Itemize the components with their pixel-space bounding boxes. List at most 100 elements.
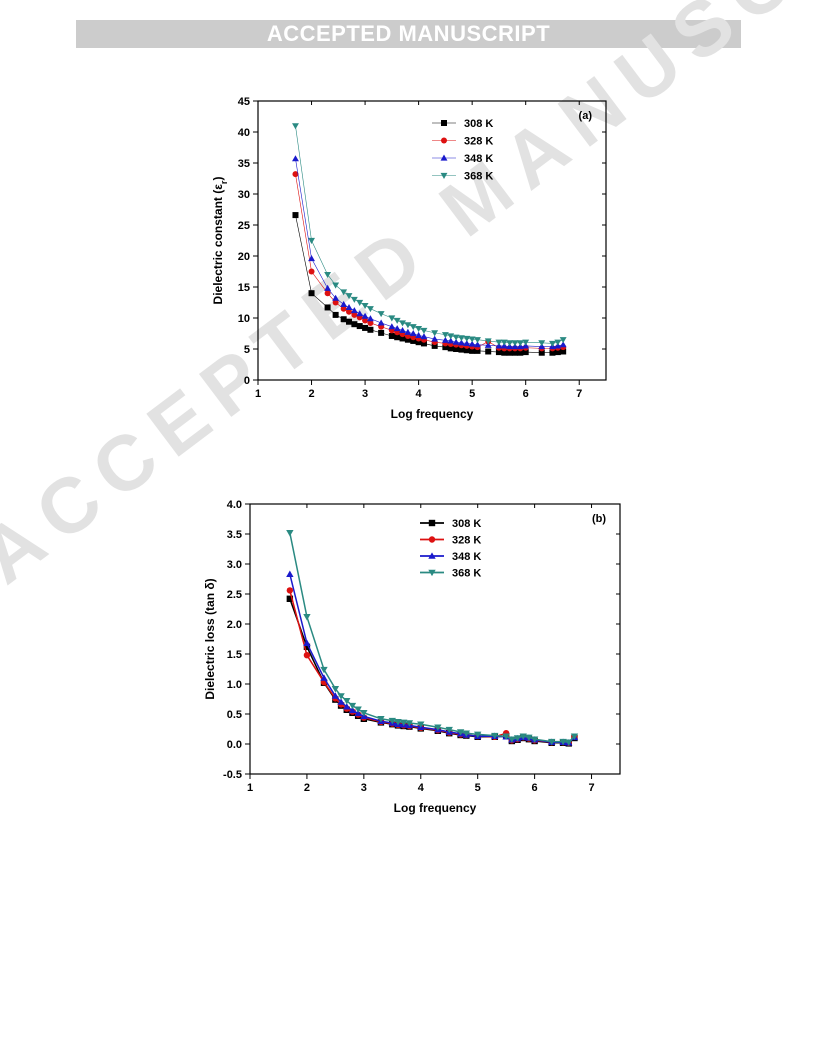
data-point bbox=[463, 339, 471, 347]
data-point bbox=[292, 123, 299, 130]
y-axis-label-main: Dielectric loss (tan δ) bbox=[203, 578, 217, 699]
data-point bbox=[399, 326, 407, 333]
data-point bbox=[501, 349, 508, 356]
x-tick-label: 1 bbox=[255, 388, 261, 400]
data-point bbox=[360, 710, 368, 717]
legend-marker bbox=[428, 552, 436, 559]
y-tick-label: 1.5 bbox=[227, 649, 242, 661]
data-point bbox=[484, 338, 492, 345]
data-point bbox=[356, 299, 364, 306]
data-point bbox=[495, 339, 503, 346]
data-point bbox=[549, 340, 556, 347]
y-tick-label: 20 bbox=[238, 251, 250, 263]
y-tick-label: 2.0 bbox=[227, 619, 242, 631]
data-point bbox=[324, 290, 331, 297]
data-point bbox=[286, 530, 294, 537]
data-point bbox=[340, 305, 347, 312]
data-point bbox=[292, 171, 299, 178]
series-328k bbox=[286, 587, 578, 746]
y-tick-label: 3.0 bbox=[227, 559, 242, 571]
y-tick-label: 0.0 bbox=[227, 739, 242, 751]
data-point bbox=[559, 341, 567, 348]
data-point bbox=[559, 738, 567, 746]
data-point bbox=[474, 347, 481, 354]
series-line bbox=[289, 590, 576, 744]
data-point bbox=[415, 339, 422, 346]
data-point bbox=[377, 311, 385, 318]
data-point bbox=[506, 349, 513, 356]
legend-label: 368 K bbox=[464, 171, 493, 183]
data-point bbox=[560, 348, 567, 355]
data-point bbox=[409, 330, 417, 337]
x-tick-label: 5 bbox=[475, 782, 481, 794]
y-tick-label: 3.5 bbox=[227, 529, 242, 541]
data-point bbox=[377, 319, 385, 326]
data-point bbox=[453, 346, 460, 352]
data-point bbox=[332, 311, 339, 318]
data-point bbox=[337, 698, 345, 705]
x-tick-label: 4 bbox=[416, 388, 423, 400]
data-point bbox=[485, 348, 492, 355]
data-point bbox=[549, 349, 556, 356]
data-point bbox=[340, 316, 347, 323]
data-point bbox=[331, 692, 340, 699]
data-point bbox=[456, 729, 465, 736]
panel-label: (b) bbox=[592, 513, 606, 525]
data-point bbox=[457, 335, 465, 342]
data-point bbox=[324, 304, 331, 311]
data-point bbox=[337, 693, 345, 700]
data-point bbox=[431, 330, 439, 337]
legend-marker bbox=[440, 154, 448, 161]
x-tick-label: 1 bbox=[247, 782, 253, 794]
data-point bbox=[522, 339, 530, 346]
data-point bbox=[474, 341, 481, 348]
data-point bbox=[458, 346, 465, 353]
legend-marker bbox=[428, 519, 436, 527]
data-point bbox=[308, 290, 315, 297]
data-point bbox=[538, 340, 546, 347]
data-point bbox=[431, 342, 438, 349]
panel-label: (a) bbox=[579, 110, 593, 122]
data-point bbox=[452, 334, 460, 341]
y-tick-label: 2.5 bbox=[227, 589, 242, 601]
x-axis-label: Log frequency bbox=[391, 407, 474, 421]
legend-label: 328 K bbox=[452, 535, 481, 547]
x-tick-label: 3 bbox=[362, 388, 368, 400]
data-point bbox=[361, 312, 369, 319]
data-point bbox=[388, 323, 396, 330]
data-point bbox=[495, 349, 502, 356]
data-point bbox=[420, 340, 427, 347]
data-point bbox=[378, 329, 385, 336]
data-point bbox=[447, 333, 455, 340]
data-point bbox=[554, 349, 561, 356]
data-point bbox=[303, 614, 311, 621]
data-point bbox=[468, 340, 476, 347]
data-point bbox=[434, 724, 442, 731]
data-point bbox=[308, 268, 315, 275]
data-point bbox=[351, 311, 358, 318]
data-point bbox=[292, 212, 299, 219]
series-368k bbox=[292, 123, 567, 347]
series-line bbox=[289, 598, 575, 745]
series-308k bbox=[292, 212, 567, 356]
data-point bbox=[308, 237, 315, 244]
data-point bbox=[303, 652, 311, 659]
data-point bbox=[517, 349, 524, 356]
y-axis-label-sub: r bbox=[219, 180, 229, 184]
data-point bbox=[361, 303, 369, 310]
legend-marker bbox=[441, 137, 447, 144]
data-point bbox=[332, 299, 339, 306]
data-point bbox=[463, 347, 470, 354]
data-point bbox=[447, 337, 455, 344]
data-point bbox=[346, 308, 353, 315]
x-axis-label: Log frequency bbox=[394, 801, 477, 815]
data-point bbox=[286, 570, 294, 577]
data-point bbox=[441, 336, 449, 343]
data-point bbox=[513, 735, 522, 742]
data-point bbox=[351, 321, 358, 328]
data-point bbox=[345, 304, 353, 311]
data-point bbox=[420, 333, 428, 340]
data-point bbox=[308, 255, 315, 262]
data-point bbox=[303, 643, 311, 650]
